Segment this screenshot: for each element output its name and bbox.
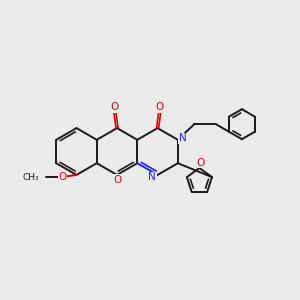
Text: N: N bbox=[179, 133, 187, 143]
Text: O: O bbox=[113, 175, 121, 185]
Text: O: O bbox=[197, 158, 205, 168]
Text: O: O bbox=[58, 172, 67, 182]
Text: O: O bbox=[155, 102, 164, 112]
Text: N: N bbox=[148, 172, 156, 182]
Text: O: O bbox=[111, 102, 119, 112]
Text: CH₃: CH₃ bbox=[23, 173, 40, 182]
